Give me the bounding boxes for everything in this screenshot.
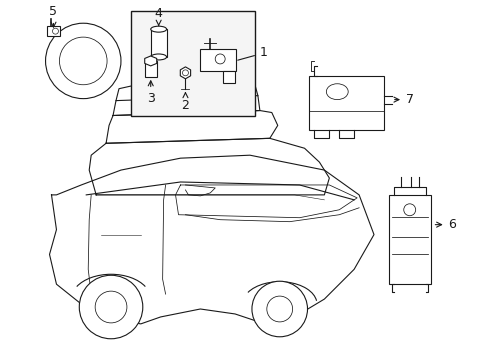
- Polygon shape: [180, 67, 190, 79]
- Circle shape: [79, 275, 142, 339]
- Text: 7: 7: [393, 93, 413, 106]
- Bar: [200, 49, 236, 71]
- Circle shape: [215, 54, 224, 64]
- Text: 1: 1: [237, 46, 267, 60]
- Circle shape: [403, 204, 415, 216]
- Text: 4: 4: [154, 7, 163, 26]
- Bar: [223, 71, 235, 83]
- Text: 2: 2: [181, 93, 189, 112]
- Circle shape: [182, 70, 188, 76]
- Bar: [309, 76, 383, 130]
- Ellipse shape: [150, 54, 166, 60]
- Circle shape: [95, 291, 127, 323]
- Bar: [46, 26, 61, 36]
- Circle shape: [251, 281, 307, 337]
- Circle shape: [52, 28, 59, 34]
- Ellipse shape: [150, 26, 166, 32]
- Circle shape: [266, 296, 292, 322]
- Circle shape: [45, 23, 121, 99]
- Circle shape: [60, 37, 107, 85]
- Text: 6: 6: [434, 218, 455, 231]
- Bar: [131, 11, 254, 116]
- Bar: [150, 29, 166, 57]
- Ellipse shape: [325, 84, 347, 100]
- Text: 5: 5: [49, 5, 58, 27]
- Text: 3: 3: [146, 81, 154, 105]
- Bar: [388, 195, 429, 284]
- Bar: [144, 61, 156, 77]
- Polygon shape: [144, 56, 157, 66]
